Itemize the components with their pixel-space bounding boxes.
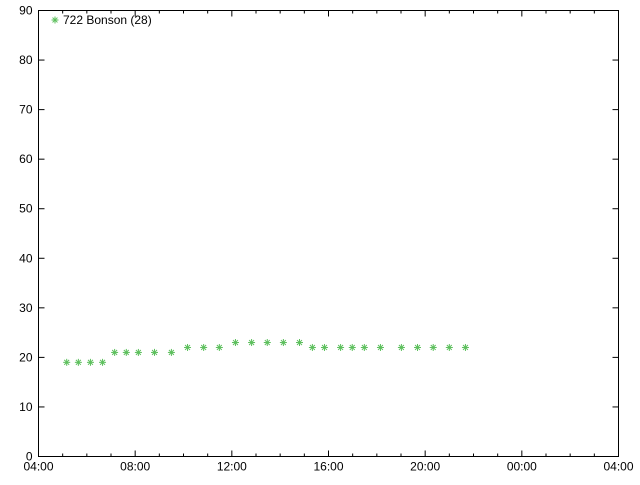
marker-stroke: [75, 359, 82, 366]
y-tick-label: 30: [19, 301, 33, 315]
data-point: [376, 343, 384, 351]
data-point: [184, 343, 192, 351]
marker-stroke: [349, 344, 356, 351]
legend-label: 722 Bonson (28): [63, 13, 152, 27]
y-tick-label: 60: [19, 152, 33, 166]
data-point: [308, 343, 316, 351]
x-tick-label: 12:00: [217, 460, 247, 474]
marker-stroke: [184, 344, 191, 351]
data-point: [99, 358, 107, 366]
data-point: [63, 358, 71, 366]
data-point: [215, 343, 223, 351]
data-point: [134, 348, 142, 356]
y-tick-label: 40: [19, 251, 33, 265]
y-tick-label: 50: [19, 202, 33, 216]
marker-stroke: [462, 344, 469, 351]
marker-stroke: [111, 349, 118, 356]
marker-stroke: [446, 344, 453, 351]
marker-stroke: [337, 344, 344, 351]
marker-stroke: [168, 349, 175, 356]
y-tick-label: 20: [19, 350, 33, 364]
y-tick-label: 10: [19, 400, 33, 414]
marker-stroke: [398, 344, 405, 351]
data-point: [151, 348, 158, 356]
y-tick-label: 0: [26, 450, 33, 464]
legend-marker-icon: [51, 16, 59, 24]
marker-stroke: [216, 344, 223, 351]
marker-stroke: [321, 344, 328, 351]
plot-frame: [38, 10, 619, 457]
data-point: [414, 343, 422, 351]
data-point: [429, 343, 437, 351]
data-point: [348, 343, 356, 351]
data-point: [200, 343, 208, 351]
data-point: [263, 339, 271, 347]
x-tick-label: 00:00: [507, 460, 537, 474]
marker-stroke: [309, 344, 316, 351]
data-point: [360, 343, 368, 351]
marker-stroke: [296, 339, 303, 346]
data-point: [445, 343, 453, 351]
x-tick-label: 16:00: [313, 460, 343, 474]
x-tick-label: 04:00: [23, 460, 53, 474]
marker-stroke: [151, 349, 158, 356]
marker-stroke: [377, 344, 384, 351]
marker-stroke: [280, 339, 287, 346]
data-point: [167, 348, 175, 356]
marker-stroke: [99, 359, 106, 366]
marker-stroke: [264, 339, 271, 346]
marker-stroke: [248, 339, 255, 346]
data-point: [397, 343, 405, 351]
x-tick-label: 20:00: [410, 460, 440, 474]
marker-stroke: [232, 339, 239, 346]
data-point: [279, 339, 287, 347]
marker-stroke: [63, 359, 70, 366]
data-point: [320, 343, 328, 351]
data-point: [461, 343, 469, 351]
x-tick-label: 08:00: [120, 460, 150, 474]
y-tick-label: 90: [19, 4, 33, 18]
data-point: [248, 339, 256, 347]
marker-stroke: [361, 344, 368, 351]
data-point: [86, 358, 94, 366]
marker-stroke: [52, 17, 58, 23]
legend: 722 Bonson (28): [51, 13, 152, 27]
data-point: [74, 358, 82, 366]
data-point: [296, 339, 303, 347]
data-point: [122, 348, 130, 356]
y-tick-label: 80: [19, 53, 33, 67]
data-point: [337, 343, 345, 351]
data-point: [231, 339, 239, 347]
marker-stroke: [414, 344, 421, 351]
marker-stroke: [430, 344, 437, 351]
marker-stroke: [135, 349, 142, 356]
x-tick-label: 04:00: [603, 460, 633, 474]
marker-stroke: [87, 359, 94, 366]
marker-stroke: [123, 349, 130, 356]
data-point: [111, 348, 119, 356]
y-tick-label: 70: [19, 103, 33, 117]
marker-stroke: [200, 344, 207, 351]
